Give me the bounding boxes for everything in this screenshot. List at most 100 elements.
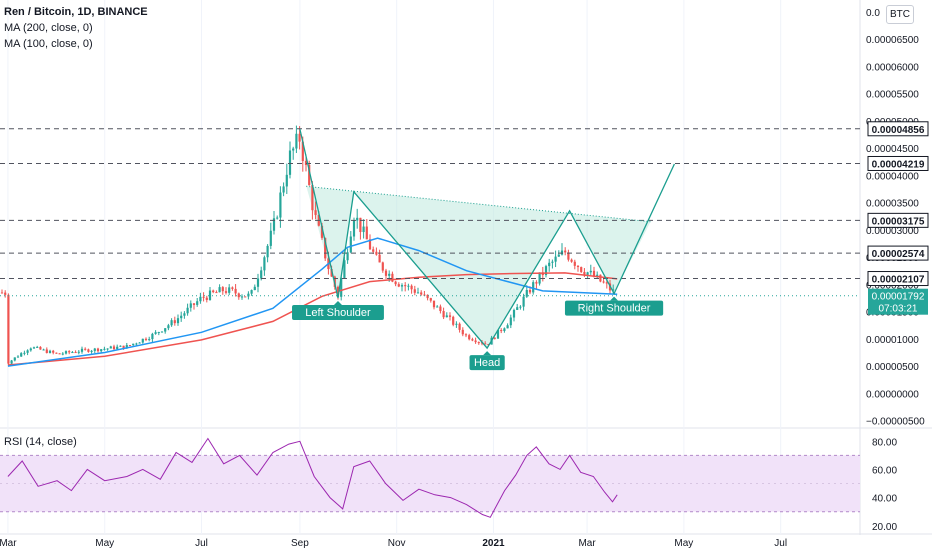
- candle: [484, 341, 487, 345]
- time-tick-label: Mar: [578, 538, 596, 549]
- price-tick-label: 0.00003500: [866, 199, 919, 210]
- candle: [394, 280, 397, 287]
- svg-text:Head: Head: [474, 357, 500, 369]
- candle: [199, 292, 202, 304]
- candle: [500, 328, 503, 334]
- price-tick-label: 0.00006500: [866, 35, 919, 46]
- candle: [368, 234, 372, 250]
- candle: [474, 337, 477, 344]
- pattern-label: Right Shoulder: [564, 296, 664, 316]
- candle: [496, 330, 500, 339]
- candle: [407, 283, 410, 291]
- candle: [314, 201, 317, 220]
- candle: [154, 330, 157, 335]
- candle: [311, 181, 314, 220]
- candle: [189, 300, 192, 312]
- candle: [359, 217, 362, 240]
- candle: [39, 346, 42, 350]
- candle: [455, 321, 458, 328]
- candle: [160, 331, 164, 333]
- candle: [276, 215, 279, 220]
- candle: [573, 259, 576, 270]
- price-tick-label: 0.00000000: [866, 389, 919, 400]
- currency-button[interactable]: BTC: [886, 5, 914, 24]
- candle: [71, 351, 74, 354]
- chart-title: Ren / Bitcoin, 1D, BINANCE: [4, 6, 148, 18]
- candle: [90, 349, 93, 354]
- rsi-band: [0, 454, 860, 513]
- candle: [173, 316, 176, 326]
- candle: [234, 284, 237, 297]
- price-tick-label: −0.00000500: [866, 417, 925, 428]
- candle: [253, 284, 256, 291]
- candle: [493, 337, 496, 340]
- level-price-tag: 0.00002107: [867, 271, 929, 287]
- rsi-line: [7, 437, 618, 518]
- candle: [256, 273, 260, 293]
- time-tick-label: 2021: [482, 538, 505, 549]
- candle: [535, 280, 538, 290]
- legend-ma200: MA (200, close, 0): [4, 22, 93, 34]
- candle: [183, 311, 186, 319]
- time-tick-label: May: [674, 538, 693, 549]
- candle: [80, 346, 84, 354]
- candle: [308, 160, 311, 186]
- candle: [84, 347, 87, 351]
- candle: [538, 272, 541, 286]
- candle: [167, 323, 170, 331]
- candle: [13, 357, 16, 362]
- pattern-shaded-area: [306, 186, 651, 349]
- time-tick-label: Sep: [291, 538, 309, 549]
- svg-text:Right Shoulder: Right Shoulder: [578, 303, 651, 315]
- candle: [420, 290, 423, 296]
- candle: [58, 353, 61, 355]
- pattern-label: Left Shoulder: [292, 300, 384, 320]
- candle: [292, 146, 295, 160]
- candle: [208, 287, 212, 301]
- candle: [269, 222, 272, 250]
- candle: [464, 333, 468, 338]
- candle: [378, 249, 381, 263]
- candle: [141, 338, 144, 344]
- candle: [77, 350, 80, 355]
- rsi-tick-label: 60.00: [872, 465, 897, 476]
- candle: [106, 348, 109, 351]
- rsi-tick-label: 20.00: [872, 522, 897, 533]
- candle: [532, 280, 535, 295]
- candle: [519, 305, 522, 310]
- candle: [448, 312, 452, 321]
- candle: [349, 231, 352, 254]
- candle: [26, 349, 29, 356]
- candle: [439, 304, 442, 314]
- time-tick-label: Jul: [774, 538, 787, 549]
- candle: [7, 293, 10, 365]
- candle: [410, 284, 413, 294]
- candle: [509, 314, 512, 329]
- candle: [362, 219, 365, 239]
- price-tags: 0.00004856 0.00004219 0.00003175 0.00002574…: [867, 121, 929, 315]
- candle: [151, 332, 154, 343]
- candle: [589, 264, 592, 275]
- time-tick-label: Nov: [388, 538, 406, 549]
- candle: [186, 303, 189, 316]
- candle: [272, 210, 276, 235]
- candle: [218, 284, 221, 293]
- candle: [404, 282, 407, 292]
- candle: [215, 290, 218, 294]
- candle: [32, 346, 36, 349]
- candle: [212, 289, 215, 294]
- candle: [580, 266, 583, 274]
- price-tick-label: 0.00003000: [866, 226, 919, 237]
- level-price-tag: 0.00004219: [867, 155, 929, 171]
- candle: [263, 255, 266, 276]
- price-tick-label: 0.0: [866, 8, 880, 19]
- candle: [237, 292, 240, 300]
- candle: [42, 348, 45, 351]
- candle: [576, 265, 580, 272]
- candle: [93, 347, 96, 354]
- candle: [343, 256, 346, 279]
- candle: [119, 345, 122, 347]
- inverse-head-shoulders-pattern: Left Shoulder Head Right Shoulder: [292, 128, 675, 371]
- level-price-tag: 0.00004856: [867, 121, 929, 137]
